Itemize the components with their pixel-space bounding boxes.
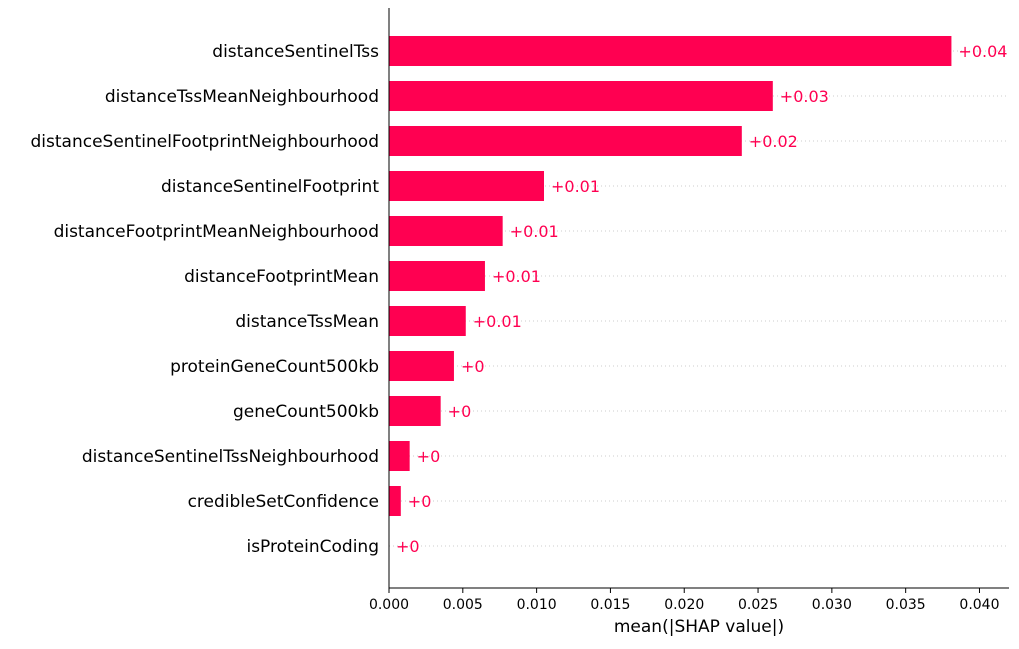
- category-labels: distanceSentinelTss distanceTssMeanNeighb…: [31, 42, 380, 557]
- axes-group: 0.000 0.005 0.010 0.015 0.020 0.025 0.030 0.035…: [369, 8, 1009, 613]
- bar-value-label: +0.02: [749, 132, 798, 151]
- bar-distanceSentinelFootprintNeighbourhood: [389, 126, 742, 156]
- bar-distanceSentinelFootprint: [389, 171, 544, 201]
- x-tick-label: 0.030: [812, 597, 852, 613]
- x-tick-label: 0.015: [590, 597, 630, 613]
- category-label: distanceTssMeanNeighbourhood: [105, 87, 379, 107]
- category-label: proteinGeneCount500kb: [170, 357, 379, 377]
- category-label: distanceSentinelTssNeighbourhood: [82, 447, 379, 467]
- bars-group: [389, 36, 952, 516]
- bar-value-label: +0.03: [780, 87, 829, 106]
- bar-distanceTssMean: [389, 306, 466, 336]
- bar-value-labels: +0.04 +0.03 +0.02 +0.01 +0.01 +0.01 +0.01 +0 +0 +…: [396, 42, 1007, 556]
- x-tick-label: 0.020: [664, 597, 704, 613]
- bar-value-label: +0.01: [492, 267, 541, 286]
- x-tick-label: 0.040: [959, 597, 999, 613]
- bar-geneCount500kb: [389, 396, 441, 426]
- bar-value-label: +0: [396, 537, 420, 556]
- category-label: isProteinCoding: [246, 537, 379, 557]
- bar-value-label: +0: [448, 402, 472, 421]
- bar-distanceFootprintMean: [389, 261, 485, 291]
- bar-value-label: +0.01: [473, 312, 522, 331]
- bar-distanceSentinelTssNeighbourhood: [389, 441, 410, 471]
- category-label: credibleSetConfidence: [188, 492, 379, 512]
- bar-distanceTssMeanNeighbourhood: [389, 81, 773, 111]
- x-tick-label: 0.025: [738, 597, 778, 613]
- bar-distanceFootprintMeanNeighbourhood: [389, 216, 503, 246]
- x-ticks: 0.000 0.005 0.010 0.015 0.020 0.025 0.030 0.035…: [369, 588, 1000, 613]
- bar-value-label: +0: [461, 357, 485, 376]
- bar-value-label: +0.01: [551, 177, 600, 196]
- x-tick-label: 0.035: [886, 597, 926, 613]
- category-label: distanceSentinelFootprintNeighbourhood: [31, 132, 379, 152]
- bar-value-label: +0: [417, 447, 441, 466]
- bar-value-label: +0.01: [510, 222, 559, 241]
- category-label: distanceFootprintMean: [184, 267, 379, 287]
- category-label: distanceFootprintMeanNeighbourhood: [54, 222, 379, 242]
- bar-distanceSentinelTss: [389, 36, 952, 66]
- x-axis-title: mean(|SHAP value|): [614, 617, 784, 637]
- bar-proteinGeneCount500kb: [389, 351, 454, 381]
- x-tick-label: 0.005: [443, 597, 483, 613]
- category-label: distanceTssMean: [235, 312, 379, 332]
- category-label: distanceSentinelFootprint: [161, 177, 379, 197]
- row-guides: [389, 50, 1009, 547]
- category-label: distanceSentinelTss: [212, 42, 379, 62]
- x-tick-label: 0.010: [517, 597, 557, 613]
- bar-value-label: +0: [408, 492, 432, 511]
- bar-value-label: +0.04: [958, 42, 1007, 61]
- bar-credibleSetConfidence: [389, 486, 401, 516]
- category-label: geneCount500kb: [233, 402, 379, 422]
- x-tick-label: 0.000: [369, 597, 409, 613]
